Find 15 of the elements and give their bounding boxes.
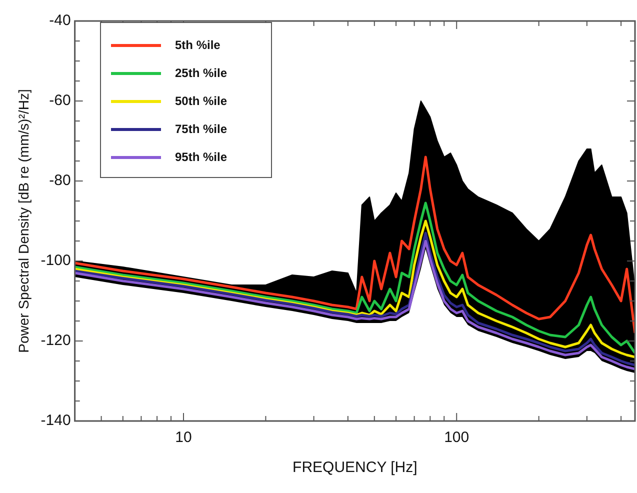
y-tick-label: -120 bbox=[40, 332, 71, 350]
legend-label: 75th %ile bbox=[175, 122, 228, 136]
y-tick-label: -80 bbox=[49, 172, 71, 190]
x-tick-label: 100 bbox=[444, 429, 470, 446]
y-tick-label: -100 bbox=[40, 252, 71, 270]
x-tick-label: 10 bbox=[175, 429, 192, 446]
y-axis-title: Power Spectral Density [dB re (mm/s)²/Hz] bbox=[15, 89, 32, 353]
legend-label: 95th %ile bbox=[175, 150, 228, 164]
legend-label: 5th %ile bbox=[175, 38, 220, 52]
y-tick-label: -60 bbox=[49, 92, 71, 110]
legend-label: 25th %ile bbox=[175, 66, 228, 80]
y-tick-label: -140 bbox=[40, 412, 71, 430]
legend-label: 50th %ile bbox=[175, 94, 228, 108]
y-tick-label: -40 bbox=[49, 12, 71, 30]
x-axis-title: FREQUENCY [Hz] bbox=[292, 459, 418, 476]
